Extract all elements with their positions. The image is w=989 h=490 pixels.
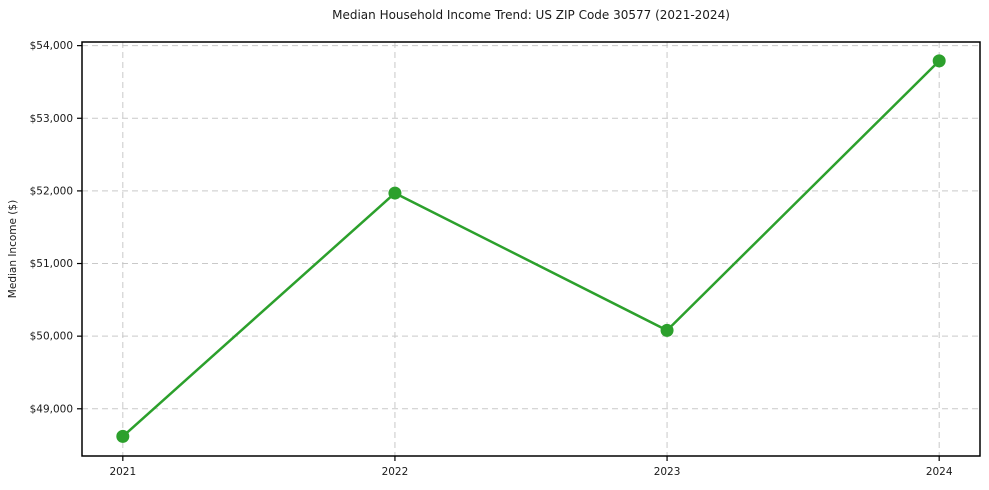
chart-title: Median Household Income Trend: US ZIP Co… (332, 8, 730, 22)
x-tick-label: 2024 (926, 466, 953, 478)
y-tick-label: $49,000 (30, 403, 73, 415)
x-tick-label: 2022 (382, 466, 409, 478)
plot-border (81, 41, 981, 457)
x-tick-label: 2021 (109, 466, 136, 478)
x-tick-label: 2023 (654, 466, 681, 478)
y-tick-label: $52,000 (30, 185, 73, 197)
data-point-2022 (388, 186, 402, 200)
data-point-2023 (660, 323, 674, 337)
y-tick-label: $50,000 (30, 331, 73, 343)
y-tick-label: $53,000 (30, 113, 73, 125)
data-point-2024 (932, 54, 946, 68)
y-tick-label: $54,000 (30, 40, 73, 52)
y-tick-label: $51,000 (30, 258, 73, 270)
data-point-2021 (116, 429, 130, 443)
trend-line (121, 59, 941, 438)
